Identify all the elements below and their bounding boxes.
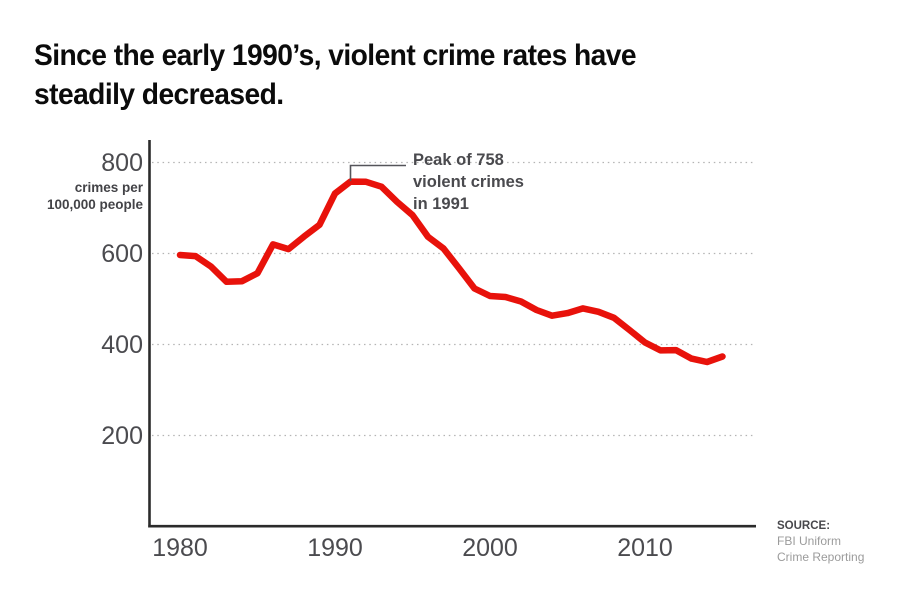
peak-annotation-line-1: Peak of 758 bbox=[413, 151, 504, 169]
y-axis-unit-line-2: 100,000 people bbox=[47, 197, 144, 212]
page-title-line-2: steadily decreased. bbox=[34, 78, 284, 111]
y-axis-unit-line-1: crimes per bbox=[75, 180, 144, 195]
source-line-2: Crime Reporting bbox=[777, 550, 864, 564]
x-tick-labels: 1980 1990 2000 2010 bbox=[152, 534, 673, 562]
source-label: SOURCE: bbox=[777, 520, 830, 532]
y-tick-label: 800 bbox=[101, 149, 143, 177]
y-tick-label: 200 bbox=[101, 422, 143, 450]
y-tick-label: 400 bbox=[101, 331, 143, 359]
source-line-1: FBI Uniform bbox=[777, 534, 841, 548]
x-tick-label: 2010 bbox=[617, 534, 673, 562]
x-tick-label: 1980 bbox=[152, 534, 208, 562]
y-tick-labels: 800 600 400 200 bbox=[101, 149, 143, 450]
y-tick-label: 600 bbox=[101, 240, 143, 268]
x-tick-label: 2000 bbox=[462, 534, 518, 562]
page-title-line-1: Since the early 1990’s, violent crime ra… bbox=[34, 39, 637, 72]
page-title: Since the early 1990’s, violent crime ra… bbox=[34, 36, 637, 114]
peak-annotation-line-2: violent crimes bbox=[413, 173, 524, 191]
x-tick-label: 1990 bbox=[307, 534, 363, 562]
crime-rate-line bbox=[176, 178, 726, 366]
peak-annotation-line-3: in 1991 bbox=[413, 195, 469, 213]
annotation-callout-line bbox=[349, 164, 406, 182]
